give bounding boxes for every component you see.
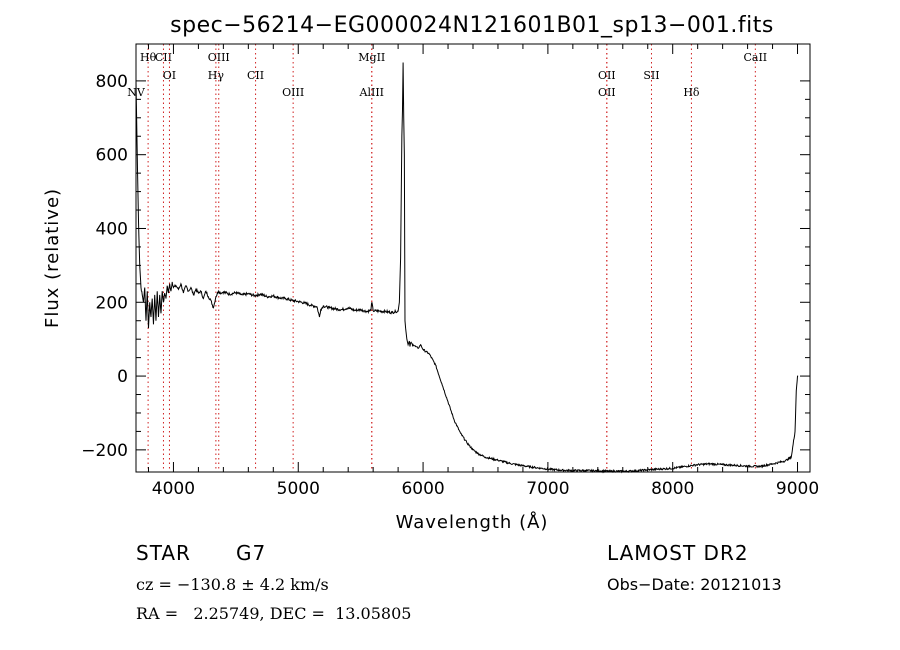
y-axis: −200 0 200 400 600 800 xyxy=(81,72,810,461)
line-label: OII xyxy=(598,86,616,99)
object-class: STAR xyxy=(136,541,191,565)
line-label: Hδ xyxy=(683,86,700,99)
x-axis: 4000 5000 6000 7000 8000 9000 xyxy=(147,44,819,499)
observation-date: Obs−Date: 20121013 xyxy=(607,575,782,594)
chart-title: spec−56214−EG000024N121601B01_sp13−001.f… xyxy=(170,13,774,38)
x-tick-label: 4000 xyxy=(152,479,195,499)
y-tick-label: 200 xyxy=(96,293,128,313)
y-tick-label: 0 xyxy=(117,367,128,387)
object-subclass: G7 xyxy=(236,541,267,565)
line-label: Hγ xyxy=(208,69,225,82)
y-axis-label: Flux (relative) xyxy=(42,188,63,328)
plot-frame xyxy=(135,43,811,473)
survey-name: LAMOST DR2 xyxy=(607,541,749,565)
line-label: Hθ xyxy=(140,51,157,64)
coordinates: RA = 2.25749, DEC = 13.05805 xyxy=(136,604,412,623)
x-tick-label: 6000 xyxy=(401,479,444,499)
line-label: OIII xyxy=(208,51,230,64)
line-label: CII xyxy=(247,69,264,82)
x-tick-label: 8000 xyxy=(651,479,694,499)
spectrum-line xyxy=(135,62,799,474)
x-tick-label: 9000 xyxy=(776,479,819,499)
y-tick-label: −200 xyxy=(81,441,128,461)
x-axis-label: Wavelength (Å) xyxy=(396,511,549,533)
x-tick-label: 7000 xyxy=(526,479,569,499)
x-tick-label: 5000 xyxy=(277,479,320,499)
line-label: CII xyxy=(155,51,172,64)
line-label: SII xyxy=(643,69,659,82)
redshift-cz: cz = −130.8 ± 4.2 km/s xyxy=(136,575,329,594)
line-label: OIII xyxy=(282,86,304,99)
y-tick-label: 600 xyxy=(96,146,128,166)
line-label: AlIII xyxy=(359,86,385,99)
line-label: CaII xyxy=(743,51,767,64)
y-tick-label: 800 xyxy=(96,72,128,92)
line-label: OI xyxy=(163,69,176,82)
y-tick-label: 400 xyxy=(96,219,128,239)
